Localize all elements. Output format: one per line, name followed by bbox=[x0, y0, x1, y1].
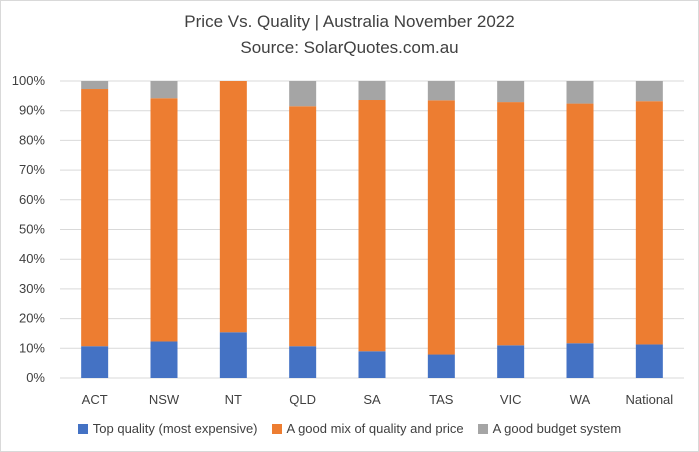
bar-segment bbox=[427, 81, 455, 101]
x-axis-ticks: ACT NSW NT QLD SA TAS VIC WA National bbox=[82, 392, 674, 407]
x-tick-label: NT bbox=[225, 392, 242, 407]
x-tick-label: ACT bbox=[82, 392, 108, 407]
y-tick-label: 60% bbox=[19, 192, 45, 207]
y-axis-ticks: 0% 10% 20% 30% 40% 50% 60% 70% 80% 90% 100% bbox=[12, 73, 46, 385]
y-tick-label: 100% bbox=[12, 73, 46, 88]
bar-segment bbox=[497, 81, 525, 103]
bar-segment bbox=[289, 346, 317, 378]
bar-segment bbox=[219, 81, 247, 333]
bar-segment bbox=[566, 81, 594, 104]
bar-segment bbox=[358, 100, 386, 352]
bar-segment bbox=[427, 100, 455, 355]
bar-segment bbox=[219, 332, 247, 378]
bar-segment bbox=[635, 101, 663, 345]
x-tick-label: QLD bbox=[289, 392, 316, 407]
bar-segment bbox=[150, 98, 178, 342]
bar-segment bbox=[566, 343, 594, 378]
legend-label-top-quality: Top quality (most expensive) bbox=[92, 421, 258, 436]
bar-segment bbox=[150, 341, 178, 378]
bar-segment bbox=[358, 351, 386, 378]
x-tick-label: WA bbox=[570, 392, 591, 407]
legend: Top quality (most expensive) A good mix … bbox=[0, 421, 699, 436]
x-tick-label: NSW bbox=[149, 392, 180, 407]
bar-segment bbox=[81, 89, 109, 347]
bar-segment bbox=[427, 354, 455, 378]
bar-segment bbox=[81, 81, 109, 90]
bar-segment bbox=[358, 81, 386, 101]
y-tick-label: 50% bbox=[19, 222, 45, 237]
bar-segment bbox=[497, 345, 525, 378]
x-tick-label: TAS bbox=[429, 392, 454, 407]
legend-swatch-good-mix bbox=[271, 423, 282, 434]
legend-item-top-quality: Top quality (most expensive) bbox=[77, 421, 258, 436]
legend-label-good-mix: A good mix of quality and price bbox=[286, 421, 464, 436]
x-tick-label: VIC bbox=[500, 392, 522, 407]
x-tick-label: National bbox=[625, 392, 673, 407]
bar-segment bbox=[81, 346, 109, 378]
y-tick-label: 20% bbox=[19, 311, 45, 326]
bar-segment bbox=[635, 344, 663, 378]
legend-swatch-budget bbox=[477, 423, 488, 434]
y-tick-label: 70% bbox=[19, 162, 45, 177]
y-tick-label: 0% bbox=[26, 370, 45, 385]
legend-label-budget: A good budget system bbox=[492, 421, 622, 436]
bar-segment bbox=[497, 102, 525, 346]
y-tick-label: 30% bbox=[19, 281, 45, 296]
y-tick-label: 10% bbox=[19, 340, 45, 355]
y-tick-label: 40% bbox=[19, 251, 45, 266]
bar-segment bbox=[566, 103, 594, 344]
bar-segment bbox=[150, 81, 178, 99]
chart-title: Price Vs. Quality | Australia November 2… bbox=[184, 12, 515, 31]
legend-swatch-top-quality bbox=[77, 423, 88, 434]
chart-subtitle: Source: SolarQuotes.com.au bbox=[240, 38, 459, 57]
legend-item-good-mix: A good mix of quality and price bbox=[271, 421, 464, 436]
y-tick-label: 90% bbox=[19, 103, 45, 118]
bar-segment bbox=[289, 81, 317, 107]
y-tick-label: 80% bbox=[19, 132, 45, 147]
bars bbox=[81, 81, 663, 378]
bar-segment bbox=[635, 81, 663, 102]
x-tick-label: SA bbox=[363, 392, 381, 407]
bar-segment bbox=[289, 106, 317, 347]
legend-item-budget: A good budget system bbox=[477, 421, 622, 436]
